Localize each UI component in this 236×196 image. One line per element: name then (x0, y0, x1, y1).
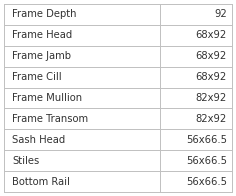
Bar (4, 129, 232, 150)
Text: 68x92: 68x92 (196, 51, 227, 61)
Text: Frame Mullion: Frame Mullion (12, 93, 82, 103)
Text: Frame Cill: Frame Cill (12, 72, 62, 82)
Bar (4, 150, 232, 171)
Text: 56x66.5: 56x66.5 (186, 177, 227, 187)
Text: 82x92: 82x92 (196, 114, 227, 124)
Bar (4, 171, 232, 192)
Bar (4, 67, 232, 88)
Text: 56x66.5: 56x66.5 (186, 156, 227, 166)
Text: 82x92: 82x92 (196, 93, 227, 103)
Text: Frame Jamb: Frame Jamb (12, 51, 71, 61)
Text: Sash Head: Sash Head (12, 135, 65, 145)
Bar (4, 4, 232, 25)
Text: 92: 92 (214, 9, 227, 19)
Bar (4, 46, 232, 67)
Text: 68x92: 68x92 (196, 30, 227, 40)
Bar (4, 25, 232, 46)
Text: Bottom Rail: Bottom Rail (12, 177, 70, 187)
Text: 68x92: 68x92 (196, 72, 227, 82)
Text: 56x66.5: 56x66.5 (186, 135, 227, 145)
Text: Frame Head: Frame Head (12, 30, 72, 40)
Text: Stiles: Stiles (12, 156, 39, 166)
Bar (4, 108, 232, 129)
Text: Frame Transom: Frame Transom (12, 114, 88, 124)
Bar (4, 88, 232, 108)
Text: Frame Depth: Frame Depth (12, 9, 76, 19)
